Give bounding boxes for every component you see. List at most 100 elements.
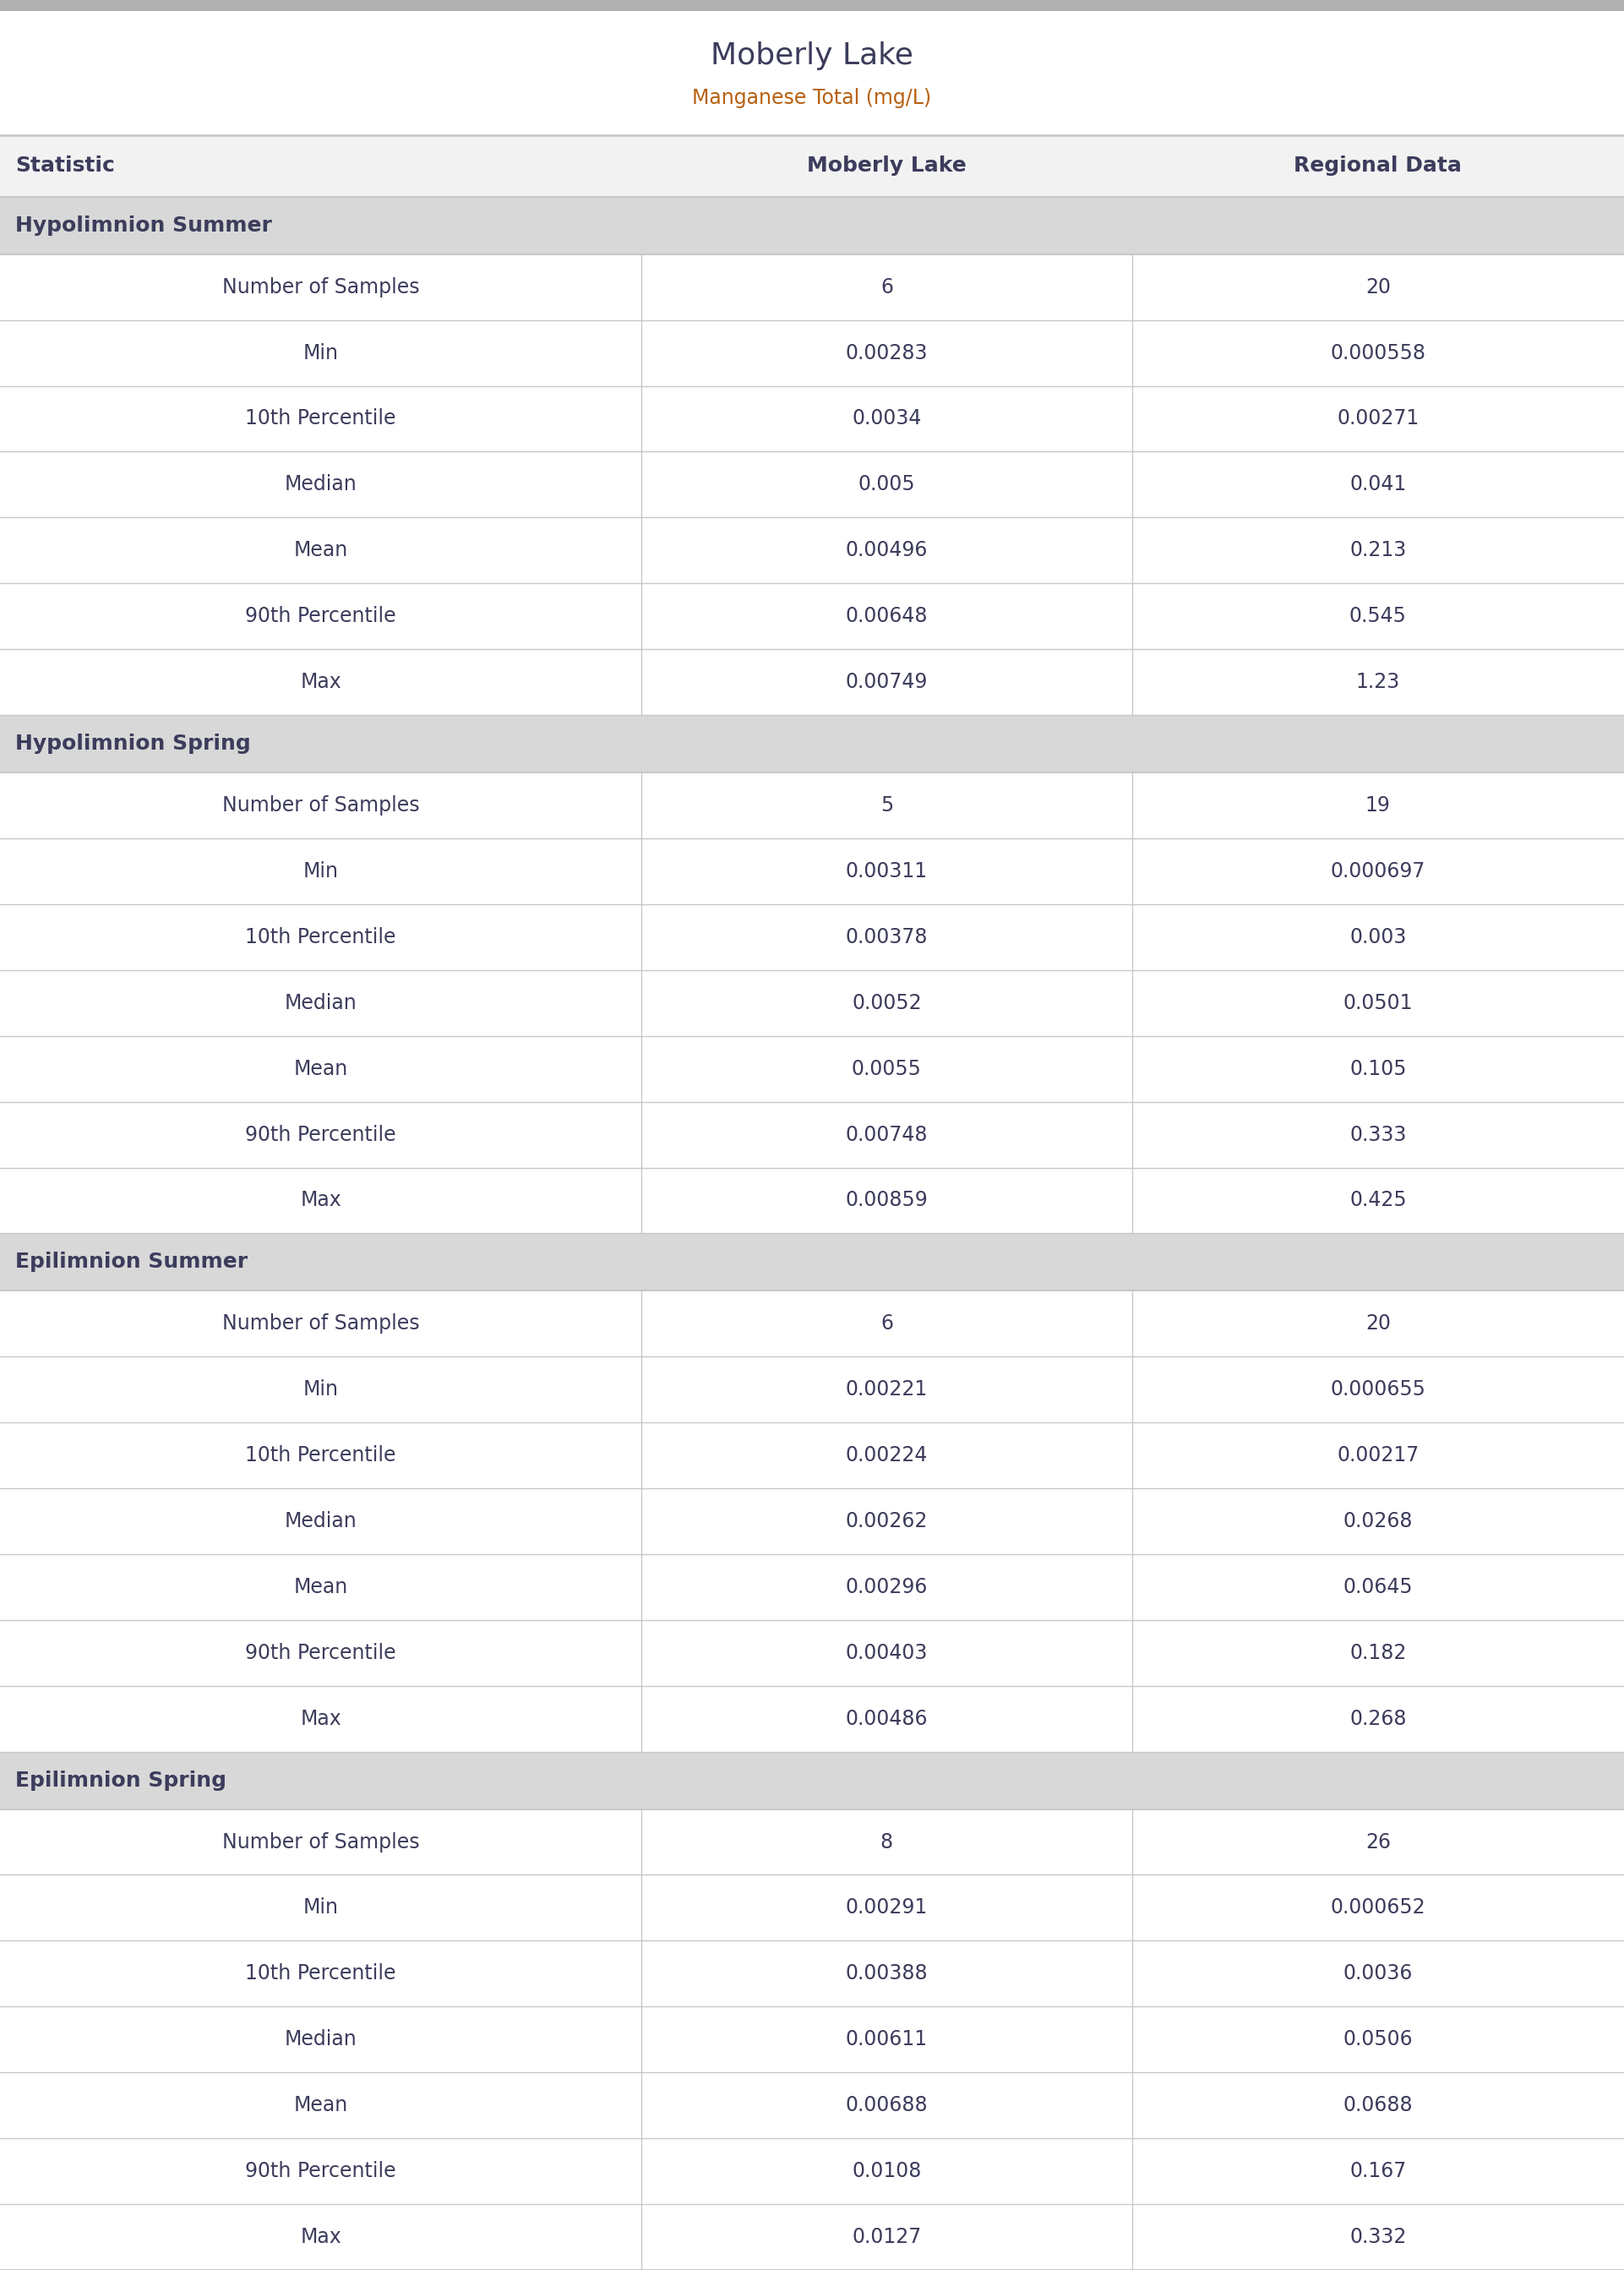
Bar bbox=[0, 1357, 1624, 1423]
Text: 0.213: 0.213 bbox=[1350, 540, 1406, 561]
Text: 0.00221: 0.00221 bbox=[846, 1380, 927, 1401]
Text: Manganese Total (mg/L): Manganese Total (mg/L) bbox=[692, 89, 932, 107]
Text: 0.00611: 0.00611 bbox=[846, 2029, 927, 2050]
Text: 26: 26 bbox=[1366, 1832, 1390, 1852]
Bar bbox=[0, 1101, 1624, 1167]
Text: 0.0127: 0.0127 bbox=[853, 2227, 921, 2247]
Bar bbox=[0, 386, 1624, 452]
Text: 0.00291: 0.00291 bbox=[846, 1898, 927, 1918]
Text: 10th Percentile: 10th Percentile bbox=[245, 926, 396, 947]
Text: 0.268: 0.268 bbox=[1350, 1709, 1406, 1730]
Text: 0.0645: 0.0645 bbox=[1343, 1578, 1413, 1598]
Text: 0.000655: 0.000655 bbox=[1330, 1380, 1426, 1401]
Text: 0.005: 0.005 bbox=[857, 474, 916, 495]
Text: 1.23: 1.23 bbox=[1356, 672, 1400, 692]
Text: Min: Min bbox=[304, 860, 338, 881]
Text: 0.0501: 0.0501 bbox=[1343, 992, 1413, 1012]
Bar bbox=[0, 1752, 1624, 1809]
Text: 0.0506: 0.0506 bbox=[1343, 2029, 1413, 2050]
Text: Median: Median bbox=[284, 474, 357, 495]
Bar bbox=[0, 1555, 1624, 1621]
Text: 0.00688: 0.00688 bbox=[846, 2095, 927, 2116]
Text: Median: Median bbox=[284, 992, 357, 1012]
Text: Number of Samples: Number of Samples bbox=[222, 277, 419, 297]
Text: Max: Max bbox=[300, 672, 341, 692]
Text: 0.00262: 0.00262 bbox=[846, 1512, 927, 1532]
Text: 0.0108: 0.0108 bbox=[853, 2161, 921, 2181]
Text: Epilimnion Spring: Epilimnion Spring bbox=[15, 1771, 226, 1791]
Text: 0.0052: 0.0052 bbox=[853, 992, 921, 1012]
Bar bbox=[0, 649, 1624, 715]
Text: 0.0055: 0.0055 bbox=[851, 1058, 922, 1078]
Bar bbox=[0, 2138, 1624, 2204]
Text: Moberly Lake: Moberly Lake bbox=[711, 41, 913, 70]
Text: Number of Samples: Number of Samples bbox=[222, 1314, 419, 1335]
Text: Hypolimnion Spring: Hypolimnion Spring bbox=[15, 733, 250, 754]
Text: Min: Min bbox=[304, 1380, 338, 1401]
Text: Median: Median bbox=[284, 1512, 357, 1532]
Bar bbox=[0, 518, 1624, 583]
Text: Statistic: Statistic bbox=[15, 157, 115, 177]
Bar bbox=[0, 1875, 1624, 1941]
Text: 0.00748: 0.00748 bbox=[846, 1124, 927, 1144]
Bar bbox=[0, 197, 1624, 254]
Text: 19: 19 bbox=[1366, 794, 1390, 815]
Bar bbox=[0, 134, 1624, 197]
Text: 0.00224: 0.00224 bbox=[846, 1446, 927, 1466]
Text: 90th Percentile: 90th Percentile bbox=[245, 2161, 396, 2181]
Text: 0.00388: 0.00388 bbox=[846, 1964, 927, 1984]
Text: Min: Min bbox=[304, 1898, 338, 1918]
Text: 10th Percentile: 10th Percentile bbox=[245, 1964, 396, 1984]
Text: 0.003: 0.003 bbox=[1350, 926, 1406, 947]
Text: 0.00648: 0.00648 bbox=[846, 606, 927, 627]
Bar bbox=[0, 838, 1624, 903]
Text: 90th Percentile: 90th Percentile bbox=[245, 1643, 396, 1664]
Bar bbox=[0, 320, 1624, 386]
Bar bbox=[0, 0, 1624, 11]
Bar bbox=[0, 11, 1624, 134]
Text: 0.00311: 0.00311 bbox=[846, 860, 927, 881]
Text: Number of Samples: Number of Samples bbox=[222, 794, 419, 815]
Text: 8: 8 bbox=[880, 1832, 893, 1852]
Text: 0.00486: 0.00486 bbox=[846, 1709, 927, 1730]
Bar bbox=[0, 2073, 1624, 2138]
Text: 0.000697: 0.000697 bbox=[1330, 860, 1426, 881]
Bar bbox=[0, 2007, 1624, 2073]
Text: 0.105: 0.105 bbox=[1350, 1058, 1406, 1078]
Bar bbox=[0, 1489, 1624, 1555]
Text: 0.0034: 0.0034 bbox=[853, 409, 921, 429]
Text: 0.000652: 0.000652 bbox=[1330, 1898, 1426, 1918]
Text: Moberly Lake: Moberly Lake bbox=[807, 157, 966, 177]
Text: 0.182: 0.182 bbox=[1350, 1643, 1406, 1664]
Bar bbox=[0, 1687, 1624, 1752]
Bar bbox=[0, 254, 1624, 320]
Text: 0.0268: 0.0268 bbox=[1343, 1512, 1413, 1532]
Text: Mean: Mean bbox=[294, 540, 348, 561]
Text: 0.00217: 0.00217 bbox=[1337, 1446, 1419, 1466]
Bar bbox=[0, 903, 1624, 969]
Text: 0.041: 0.041 bbox=[1350, 474, 1406, 495]
Text: 0.0036: 0.0036 bbox=[1343, 1964, 1413, 1984]
Text: Max: Max bbox=[300, 1189, 341, 1210]
Bar bbox=[0, 1941, 1624, 2007]
Text: 6: 6 bbox=[880, 277, 893, 297]
Text: 10th Percentile: 10th Percentile bbox=[245, 1446, 396, 1466]
Text: Regional Data: Regional Data bbox=[1294, 157, 1462, 177]
Bar bbox=[0, 772, 1624, 838]
Bar bbox=[0, 452, 1624, 518]
Text: 20: 20 bbox=[1366, 277, 1390, 297]
Text: Min: Min bbox=[304, 343, 338, 363]
Text: 90th Percentile: 90th Percentile bbox=[245, 1124, 396, 1144]
Text: 5: 5 bbox=[880, 794, 893, 815]
Bar bbox=[0, 1167, 1624, 1233]
Bar bbox=[0, 969, 1624, 1035]
Text: Median: Median bbox=[284, 2029, 357, 2050]
Text: 0.00296: 0.00296 bbox=[846, 1578, 927, 1598]
Text: 0.00496: 0.00496 bbox=[846, 540, 927, 561]
Text: 0.425: 0.425 bbox=[1350, 1189, 1406, 1210]
Text: Mean: Mean bbox=[294, 1578, 348, 1598]
Bar bbox=[0, 1233, 1624, 1292]
Text: Mean: Mean bbox=[294, 2095, 348, 2116]
Text: 0.332: 0.332 bbox=[1350, 2227, 1406, 2247]
Bar bbox=[0, 1621, 1624, 1687]
